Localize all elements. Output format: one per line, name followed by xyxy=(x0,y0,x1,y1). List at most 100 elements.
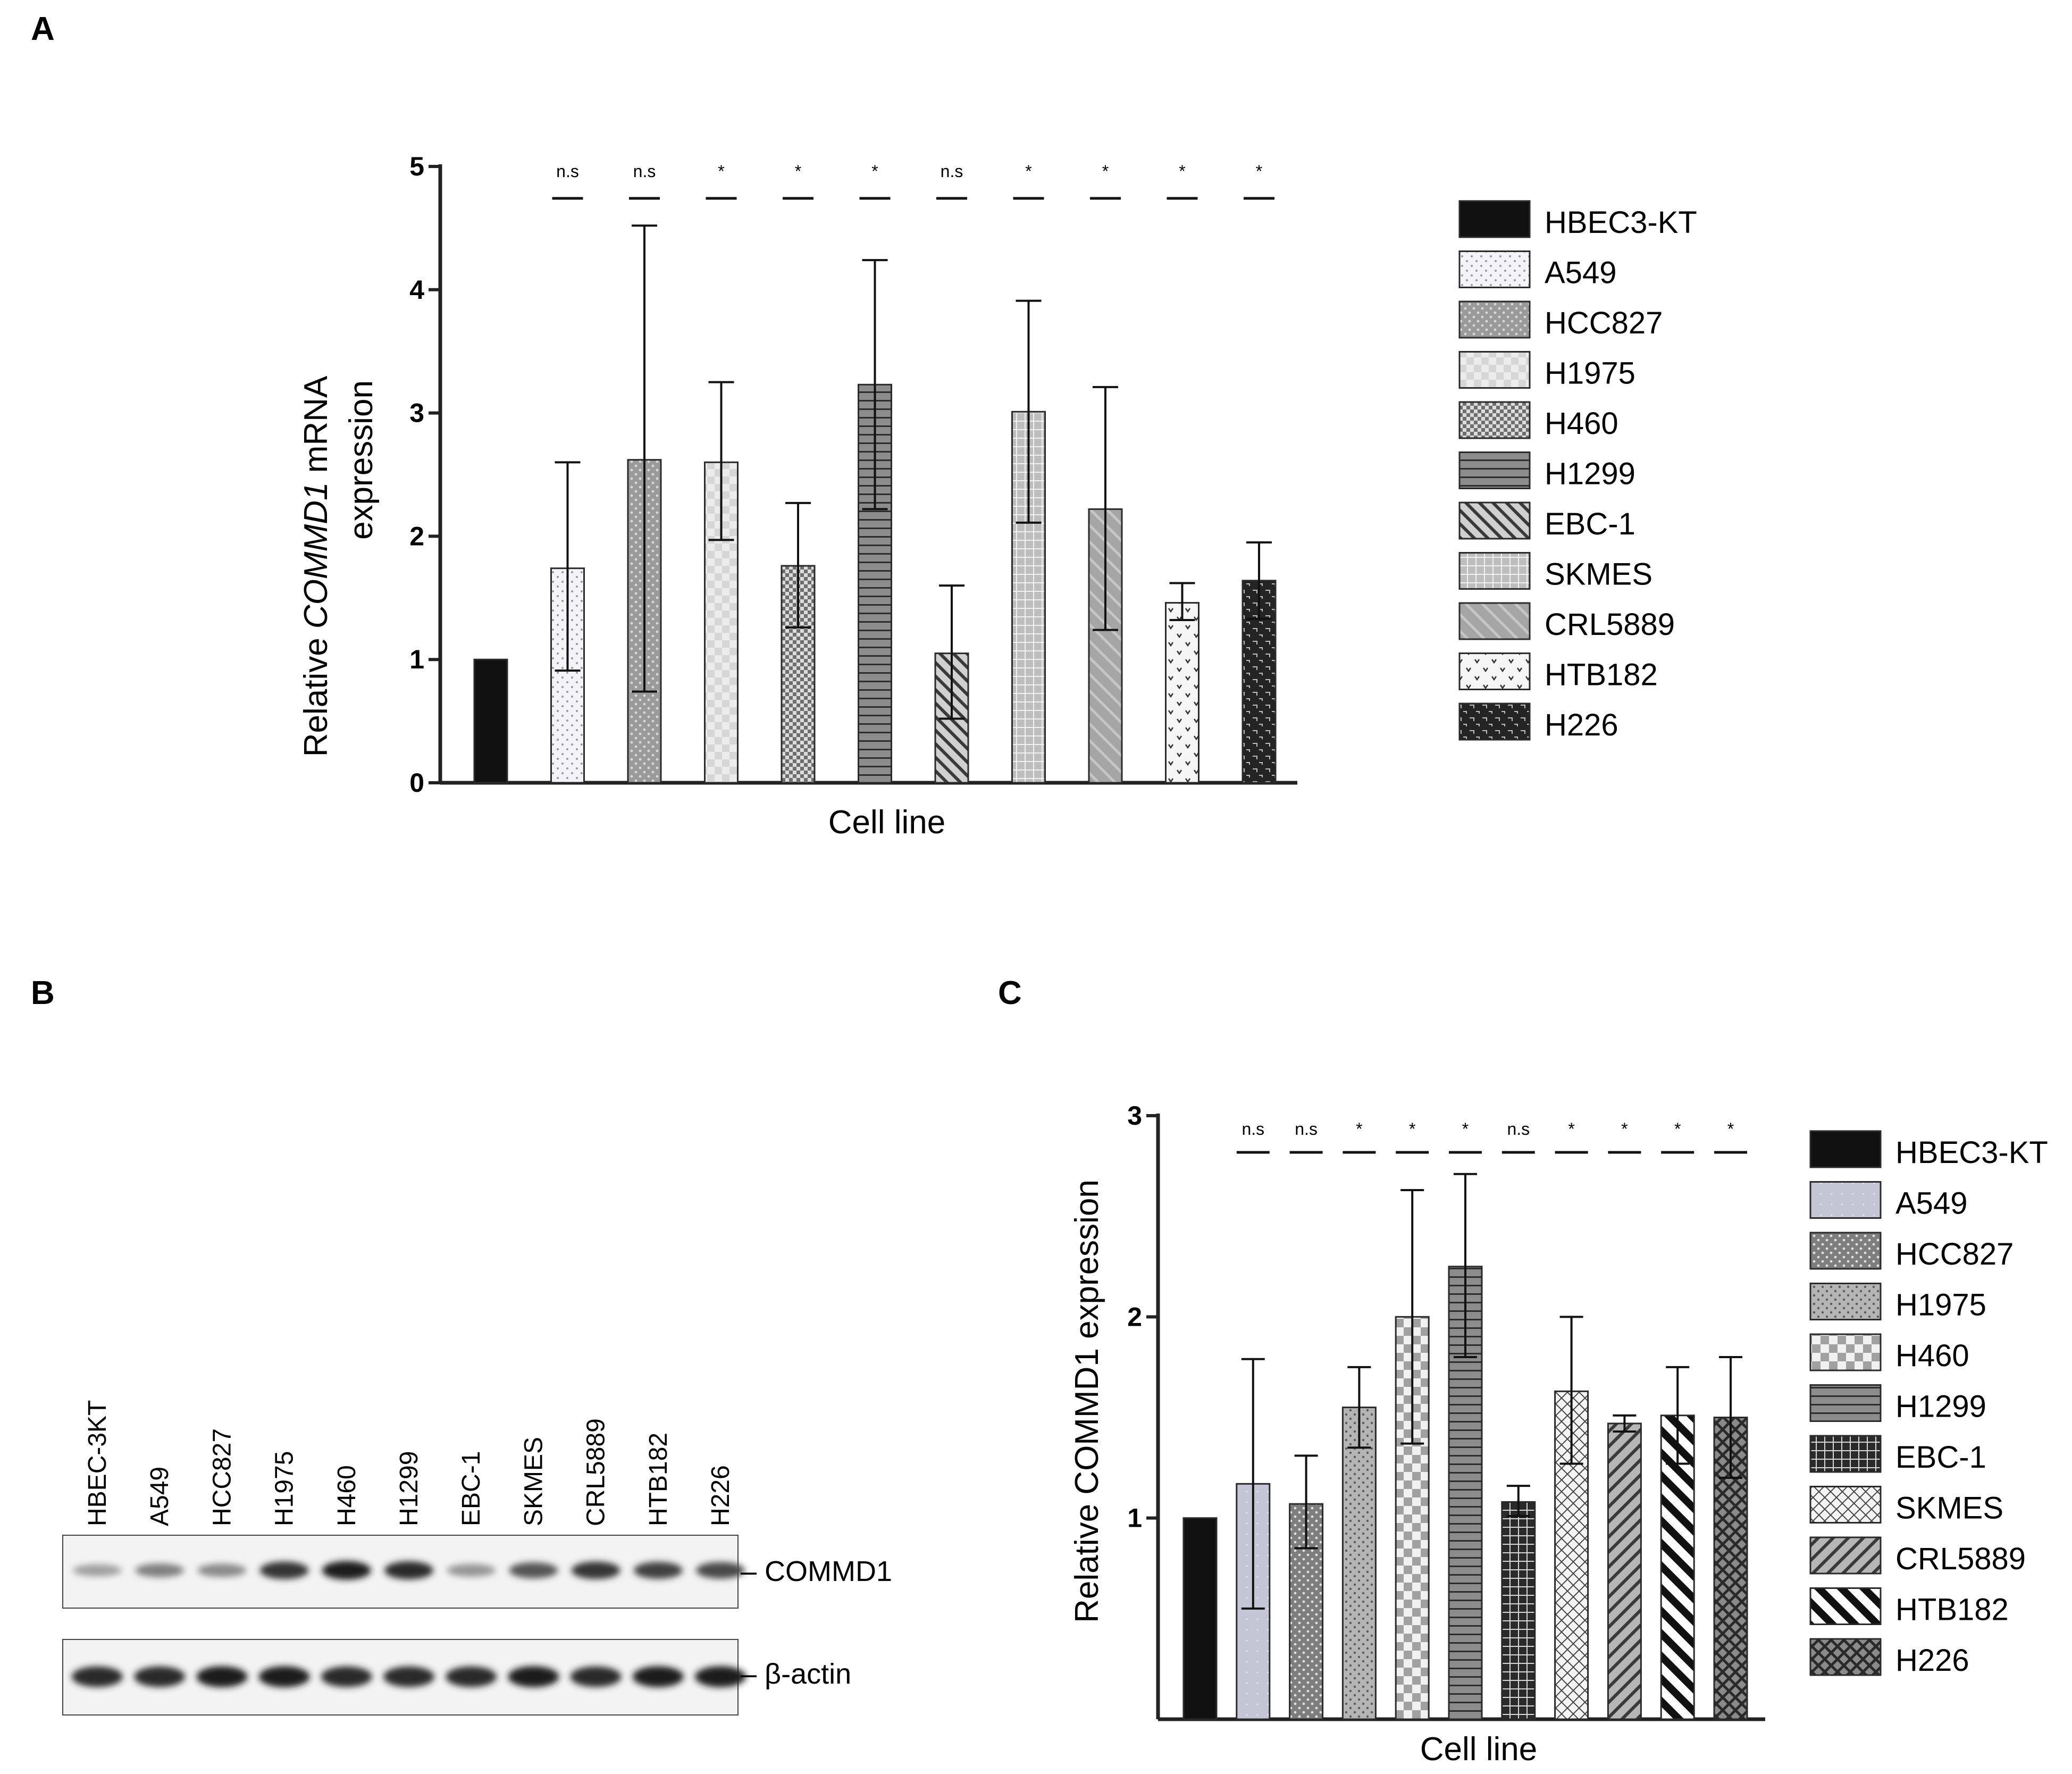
legend-swatch xyxy=(1458,451,1531,489)
panel-a-legend: HBEC3-KT A549 HCC827 H1975 H460 H1299 EBC-1 SKM… xyxy=(1458,200,1697,742)
bar xyxy=(1607,1422,1642,1720)
actin-band xyxy=(383,1666,434,1687)
legend-label: H226 xyxy=(1895,1643,1969,1678)
panel-c-letter: C xyxy=(998,975,1022,1011)
significance-label: * xyxy=(1179,162,1185,181)
significance-label: * xyxy=(1356,1119,1362,1139)
commd1-band xyxy=(447,1564,496,1577)
legend-label: H460 xyxy=(1545,406,1618,441)
legend-swatch xyxy=(1809,1536,1882,1575)
blot-lane-label: H460 xyxy=(333,1465,361,1526)
western-blot: HBEC-3KT A549 HCC827 H1975 H460 H1299 EBC-1 SKM… xyxy=(62,1400,892,1716)
bar xyxy=(781,565,816,784)
legend-label: HCC827 xyxy=(1895,1237,2014,1271)
significance-label: * xyxy=(795,162,801,181)
actin-band xyxy=(196,1666,248,1687)
bar xyxy=(1341,1407,1377,1720)
significance-label: * xyxy=(1025,162,1031,181)
blot-lane-label: HTB182 xyxy=(644,1433,673,1526)
significance-label: * xyxy=(1621,1119,1628,1139)
blot-lane-label: HBEC-3KT xyxy=(83,1400,112,1526)
blot-lane-label: H1299 xyxy=(395,1451,423,1526)
legend-swatch xyxy=(1809,1181,1882,1219)
legend-swatch xyxy=(1458,300,1531,339)
blot-lane-label: HCC827 xyxy=(208,1428,236,1526)
actin-band xyxy=(321,1666,372,1687)
legend-swatch xyxy=(1809,1384,1882,1422)
bar xyxy=(473,658,508,784)
legend-label: EBC-1 xyxy=(1895,1440,1986,1475)
legend-swatch xyxy=(1458,351,1531,389)
actin-band xyxy=(695,1666,746,1687)
legend-swatch xyxy=(1458,652,1531,690)
actin-band xyxy=(134,1666,186,1687)
commd1-band-label: – COMMD1 xyxy=(741,1555,892,1587)
significance-label: n.s xyxy=(941,162,963,181)
legend-label: A549 xyxy=(1895,1186,1967,1221)
legend-label: HTB182 xyxy=(1545,658,1658,692)
legend-swatch xyxy=(1809,1587,1882,1625)
y-tick-label: 2 xyxy=(409,521,424,551)
blot-lane-label: SKMES xyxy=(519,1437,548,1526)
blot-lane-label: H1975 xyxy=(271,1451,299,1526)
y-tick-label: 4 xyxy=(409,275,424,305)
panel-c-bar-chart: Relative COMMD1 expression Cell line 1 2 3… xyxy=(1069,1101,1765,1768)
svg-text:Relative COMMD1 mRNA: Relative COMMD1 mRNA xyxy=(298,375,334,757)
legend-label: HTB182 xyxy=(1895,1593,2009,1627)
legend-label: HCC827 xyxy=(1545,306,1663,340)
actin-band xyxy=(570,1666,622,1687)
blot-lane-label: CRL5889 xyxy=(582,1418,610,1526)
panel-a-ylabel-prefix: Relative xyxy=(298,629,334,757)
actin-band xyxy=(258,1666,310,1687)
bar xyxy=(1182,1517,1218,1720)
legend-label: SKMES xyxy=(1895,1491,2003,1526)
commd1-band xyxy=(322,1561,371,1580)
legend-label: H1975 xyxy=(1545,356,1635,391)
panel-a-ylabel-suffix: mRNA xyxy=(298,375,334,482)
commd1-band xyxy=(259,1561,309,1579)
panel-a-ylabel-gene: COMMD1 xyxy=(298,482,334,629)
legend-label: H1975 xyxy=(1895,1288,1986,1323)
significance-label: * xyxy=(1256,162,1262,181)
significance-label: * xyxy=(1409,1119,1415,1139)
legend-label: A549 xyxy=(1545,256,1616,290)
legend-label: SKMES xyxy=(1545,557,1652,592)
blot-lane-label: A549 xyxy=(146,1467,174,1526)
significance-label: * xyxy=(1674,1119,1681,1139)
blot-bands xyxy=(72,1561,746,1687)
legend-label: H1299 xyxy=(1545,457,1635,491)
actin-band-label: – β-actin xyxy=(741,1658,851,1690)
significance-label: * xyxy=(1568,1119,1574,1139)
panel-a-y-axis-label: Relative COMMD1 mRNA expression xyxy=(298,375,380,757)
panel-c-legend: HBEC3-KT A549 HCC827 H1975 H460 H1299 EBC-1 SKM… xyxy=(1809,1130,2048,1678)
actin-band xyxy=(446,1666,497,1687)
significance-label: n.s xyxy=(1507,1119,1530,1139)
y-tick-label: 5 xyxy=(409,152,424,181)
commd1-band xyxy=(73,1564,122,1577)
y-tick-label: 2 xyxy=(1127,1302,1142,1332)
actin-band xyxy=(508,1666,559,1687)
blot-lane-label: H226 xyxy=(707,1465,735,1526)
legend-label: CRL5889 xyxy=(1895,1542,2026,1576)
legend-label: H460 xyxy=(1895,1338,1969,1373)
y-tick-label: 1 xyxy=(409,645,424,674)
legend-swatch xyxy=(1809,1333,1882,1371)
panel-a-x-axis-label: Cell line xyxy=(828,804,946,841)
commd1-band xyxy=(571,1561,620,1579)
significance-label: * xyxy=(871,162,878,181)
significance-label: n.s xyxy=(1295,1119,1318,1139)
bar xyxy=(1165,602,1199,784)
bar xyxy=(1660,1415,1695,1720)
legend-swatch xyxy=(1458,501,1531,540)
y-tick-label: 0 xyxy=(409,768,424,798)
bar xyxy=(1395,1316,1430,1720)
legend-swatch xyxy=(1458,602,1531,640)
legend-swatch xyxy=(1458,552,1531,590)
commd1-band xyxy=(384,1561,433,1579)
panel-c-x-axis-label: Cell line xyxy=(1420,1731,1538,1768)
y-tick-label: 1 xyxy=(1127,1503,1142,1533)
panel-a-letter: A xyxy=(31,11,55,47)
legend-swatch xyxy=(1809,1638,1882,1676)
legend-label: HBEC3-KT xyxy=(1545,205,1697,240)
